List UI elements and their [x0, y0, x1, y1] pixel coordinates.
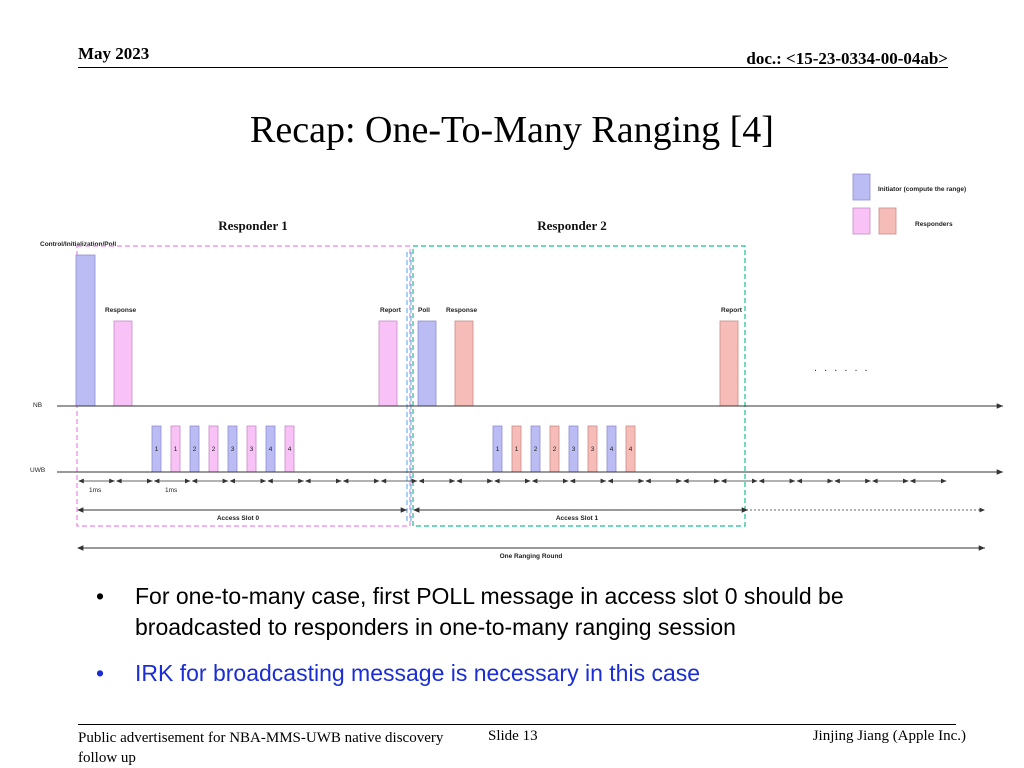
nb-response-bar-1 — [113, 320, 133, 407]
bullet-text-1: For one-to-many case, first POLL message… — [135, 583, 844, 640]
legend-responder2-swatch — [878, 207, 897, 235]
footer-left: Public advertisement for NBA-MMS-UWB nat… — [78, 730, 444, 766]
report-label-2: Report — [721, 307, 743, 314]
header-doc-id: doc.: <15-23-0334-00-04ab> — [746, 49, 948, 68]
bullet-list: • For one-to-many case, first POLL messag… — [92, 581, 952, 704]
legend-responder1-swatch — [852, 207, 871, 235]
uwb-bars: 1 1 2 2 3 3 4 4 1 1 2 2 3 3 4 4 — [151, 425, 636, 473]
nb-control-poll-bar — [75, 254, 96, 407]
response-label-2: Response — [446, 307, 477, 314]
ranging-round-label: One Ranging Round — [500, 553, 563, 560]
report-label-1: Report — [380, 307, 402, 314]
uwb-axis-label: UWB — [30, 467, 45, 474]
slot0-uwb-bar-label-8: 4 — [288, 446, 292, 453]
slot0-uwb-bar-label-5: 3 — [231, 446, 235, 453]
slot1-uwb-bar-label-5: 3 — [572, 446, 576, 453]
slot0-uwb-bar-label-7: 4 — [269, 446, 273, 453]
nb-response-bar-2 — [454, 320, 474, 407]
poll-label: Poll — [418, 307, 430, 314]
slot1-uwb-bar-label-2: 1 — [515, 446, 519, 453]
slot1-uwb-bar-label-1: 1 — [496, 446, 500, 453]
slot1-uwb-bar-label-6: 3 — [591, 446, 595, 453]
slide-title: Recap: One-To-Many Ranging [4] — [250, 109, 774, 151]
slot1-uwb-bar-label-8: 4 — [629, 446, 633, 453]
interval-label-2: 1ms — [165, 487, 178, 494]
access-slot-0-label: Access Slot 0 — [217, 515, 260, 522]
slot0-uwb-bar-label-4: 2 — [212, 446, 216, 453]
header-date: May 2023 — [78, 44, 150, 63]
response-label-1: Response — [105, 307, 136, 314]
interval-label-1: 1ms — [89, 487, 102, 494]
responder1-box — [76, 245, 411, 527]
responder1-title: Responder 1 — [218, 218, 287, 233]
slot0-uwb-bar-label-1: 1 — [155, 446, 159, 453]
footer-slide-number: Slide 13 — [488, 728, 538, 744]
legend-initiator-label: Initiator (compute the range) — [878, 186, 966, 193]
legend-initiator-swatch — [852, 173, 871, 201]
slot0-uwb-bar-label-3: 2 — [193, 446, 197, 453]
bullet-marker: • — [96, 660, 105, 686]
nb-poll-bar — [417, 320, 437, 407]
responder2-box — [412, 245, 746, 527]
slot0-uwb-bar-label-6: 3 — [250, 446, 254, 453]
nb-report-bar-2 — [719, 320, 739, 407]
footer-rule — [78, 724, 956, 725]
bullet-item-1: • For one-to-many case, first POLL messag… — [92, 581, 952, 643]
nb-axis-label: NB — [33, 402, 42, 409]
control-init-poll-label: Control/Initialization/Poll — [40, 241, 116, 248]
continuation-ellipsis: . . . . . . — [814, 362, 870, 374]
access-slot-1-label: Access Slot 1 — [556, 515, 599, 522]
footer-author: Jinjing Jiang (Apple Inc.) — [812, 728, 966, 744]
bullet-item-2: • IRK for broadcasting message is necessa… — [92, 658, 952, 689]
slot1-uwb-bar-label-4: 2 — [553, 446, 557, 453]
bullet-text-2: IRK for broadcasting message is necessar… — [135, 660, 701, 686]
slot1-uwb-bar-label-3: 2 — [534, 446, 538, 453]
header-rule — [78, 67, 948, 68]
slot0-uwb-bar-label-2: 1 — [174, 446, 178, 453]
bullet-marker: • — [96, 583, 105, 609]
slot1-uwb-bar-label-7: 4 — [610, 446, 614, 453]
nb-report-bar-1 — [378, 320, 398, 407]
legend-responders-label: Responders — [915, 221, 953, 228]
responder2-title: Responder 2 — [537, 218, 606, 233]
ranging-diagram: Initiator (compute the range) Responders… — [30, 173, 1003, 560]
